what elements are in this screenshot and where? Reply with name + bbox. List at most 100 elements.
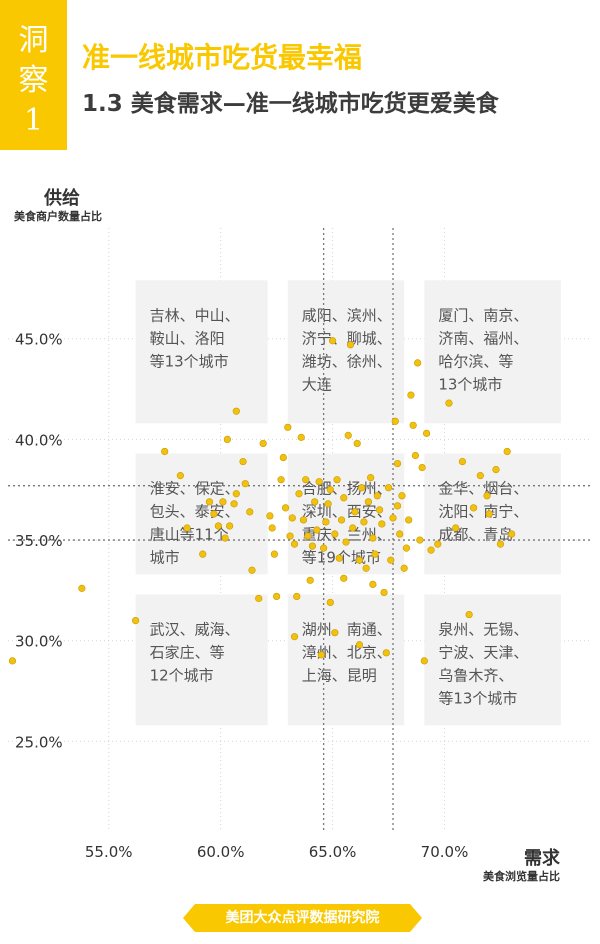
data-point-35 <box>304 532 312 540</box>
data-point-101 <box>503 447 511 456</box>
data-point-83 <box>411 451 420 460</box>
group-0-line-2: 等13个城市 <box>150 352 229 370</box>
data-point-69 <box>380 588 388 597</box>
data-point-93 <box>458 457 467 466</box>
data-point-71 <box>384 484 393 492</box>
data-point-59 <box>358 484 366 492</box>
data-point-89 <box>427 546 435 554</box>
data-point-80 <box>405 516 413 524</box>
data-point-16 <box>241 480 249 488</box>
data-point-99 <box>492 466 500 474</box>
data-point-26 <box>284 423 292 431</box>
group-box-4 <box>287 453 405 575</box>
data-point-34 <box>302 476 310 484</box>
data-point-76 <box>396 530 404 538</box>
data-point-91 <box>445 399 453 407</box>
group-1-line-1: 济宁、聊城、 <box>302 329 392 347</box>
data-point-38 <box>311 498 319 506</box>
group-3-line-1: 包头、泰安、 <box>150 502 240 520</box>
data-point-65 <box>371 550 379 558</box>
data-point-107 <box>290 633 299 641</box>
data-point-8 <box>214 522 223 530</box>
data-point-52 <box>342 538 350 546</box>
insight-tag: 洞 察 1 <box>0 0 67 150</box>
data-point-73 <box>389 514 397 522</box>
data-point-96 <box>476 472 484 480</box>
x-tick-3: 70.0% <box>421 843 469 861</box>
data-point-77 <box>398 492 406 500</box>
group-7-line-2: 上海、昆明 <box>302 666 377 684</box>
data-point-30 <box>293 592 301 601</box>
group-box-7 <box>287 594 405 726</box>
data-point-7 <box>210 510 218 518</box>
data-point-40 <box>315 478 323 486</box>
data-point-97 <box>483 492 491 500</box>
data-point-100 <box>496 540 505 548</box>
data-point-22 <box>270 550 278 558</box>
data-point-1 <box>78 584 86 592</box>
data-point-49 <box>335 554 343 562</box>
data-point-21 <box>268 524 276 532</box>
data-point-27 <box>286 532 294 540</box>
data-point-54 <box>346 341 355 349</box>
data-point-31 <box>295 490 303 498</box>
tag-char-1: 洞 <box>18 23 49 58</box>
data-point-46 <box>328 337 337 345</box>
data-point-17 <box>246 508 254 516</box>
data-point-110 <box>279 453 287 462</box>
group-3-line-2: 唐山等11个 <box>150 525 229 543</box>
group-box-8 <box>424 594 561 726</box>
data-point-33 <box>299 516 308 524</box>
data-point-102 <box>508 530 516 538</box>
data-point-78 <box>400 564 408 572</box>
group-8-line-0: 泉州、无锡、 <box>438 620 528 638</box>
data-point-61 <box>362 564 370 572</box>
data-point-0 <box>8 657 17 665</box>
data-point-53 <box>344 431 352 439</box>
data-point-5 <box>183 524 191 532</box>
data-point-67 <box>375 506 384 514</box>
data-point-90 <box>434 540 442 548</box>
data-point-29 <box>290 540 299 548</box>
data-point-74 <box>391 417 399 425</box>
group-0-line-1: 鞍山、洛阳 <box>150 329 225 347</box>
data-point-44 <box>324 500 332 508</box>
group-4-line-0: 合肥、扬州、 <box>302 479 392 497</box>
data-point-58 <box>355 556 364 564</box>
data-point-84 <box>414 359 422 367</box>
data-point-55 <box>349 524 357 532</box>
data-point-94 <box>465 610 473 619</box>
data-point-87 <box>420 657 428 665</box>
data-point-42 <box>320 544 328 552</box>
data-point-62 <box>364 498 372 506</box>
data-point-15 <box>239 457 247 466</box>
data-point-63 <box>367 474 375 482</box>
data-point-24 <box>277 476 285 484</box>
data-point-95 <box>470 504 478 512</box>
x-axis-sublabel: 美食浏览量占比 <box>483 870 560 883</box>
group-0-line-0: 吉林、中山、 <box>150 306 240 324</box>
data-point-10 <box>221 534 229 542</box>
data-point-64 <box>369 534 377 542</box>
data-point-11 <box>223 435 231 443</box>
group-6-line-2: 12个城市 <box>150 666 214 684</box>
data-point-86 <box>418 463 426 472</box>
data-point-111 <box>232 490 240 498</box>
data-point-112 <box>248 566 256 574</box>
y-axis-sublabel: 美食商户数量占比 <box>14 210 102 223</box>
data-point-32 <box>297 433 305 441</box>
data-point-92 <box>452 524 460 532</box>
x-tick-1: 60.0% <box>197 843 245 861</box>
group-1-line-3: 大连 <box>302 375 332 393</box>
data-point-12 <box>226 522 234 530</box>
group-box-6 <box>135 594 268 726</box>
group-3-line-0: 淮安、保定、 <box>150 479 240 497</box>
group-1-line-2: 潍坊、徐州、 <box>302 352 392 370</box>
data-point-4 <box>176 472 184 480</box>
data-point-41 <box>317 651 325 659</box>
data-point-50 <box>337 516 346 524</box>
data-point-113 <box>199 550 207 558</box>
data-point-23 <box>273 592 281 601</box>
data-point-47 <box>331 530 339 538</box>
data-point-82 <box>409 421 417 429</box>
